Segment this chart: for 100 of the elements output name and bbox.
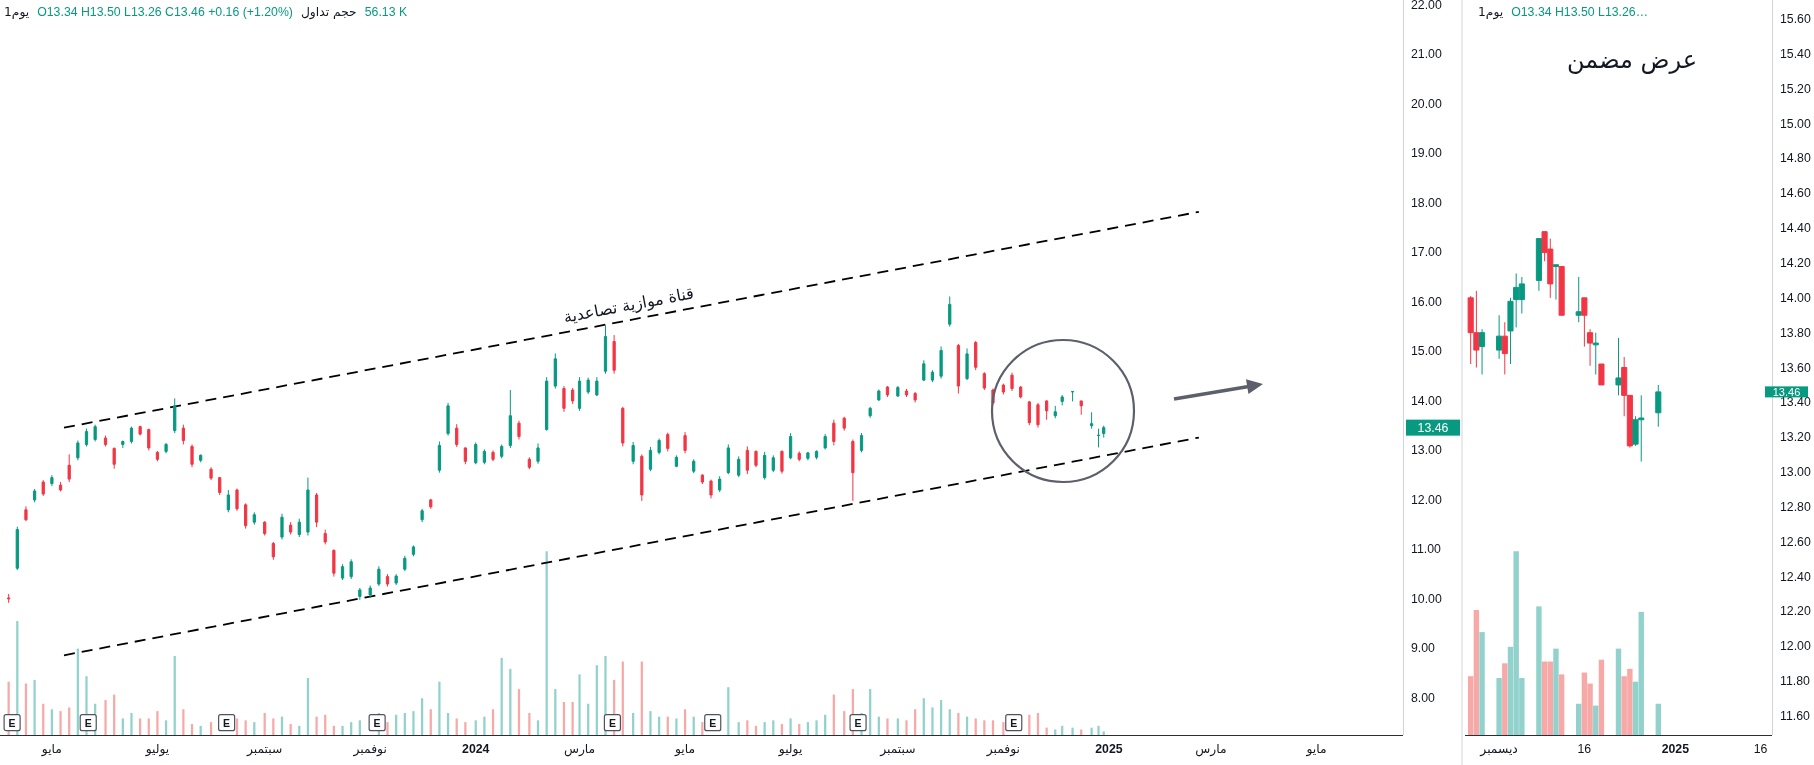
candlestick bbox=[631, 441, 635, 465]
y-tick-label: 12.00 bbox=[1780, 639, 1811, 654]
y-tick-label: 12.80 bbox=[1780, 499, 1811, 514]
candlestick bbox=[173, 397, 177, 434]
y-tick-label: 21.00 bbox=[1411, 47, 1442, 62]
y-tick-label: 14.60 bbox=[1780, 186, 1811, 201]
x-tick-label: سبتمبر bbox=[246, 742, 283, 757]
x-tick-label: يوليو bbox=[777, 742, 803, 757]
bar bbox=[182, 709, 185, 735]
candlestick bbox=[823, 433, 827, 450]
bar bbox=[948, 709, 951, 735]
bar bbox=[33, 679, 36, 735]
bar bbox=[104, 700, 107, 735]
x-tick-label: سبتمبر bbox=[879, 742, 916, 757]
candlestick bbox=[657, 438, 661, 455]
bar bbox=[315, 716, 318, 735]
bar bbox=[1558, 674, 1565, 735]
bar bbox=[464, 722, 467, 735]
candlestick bbox=[868, 406, 872, 419]
candlestick bbox=[939, 345, 943, 380]
candlestick bbox=[394, 573, 398, 586]
y-tick-label: 9.00 bbox=[1411, 641, 1436, 656]
annotation: E bbox=[1010, 717, 1018, 730]
bar bbox=[272, 718, 275, 735]
candlestick bbox=[1655, 384, 1662, 428]
y-tick-label: 12.40 bbox=[1780, 569, 1811, 584]
bar bbox=[974, 718, 977, 735]
candlestick bbox=[323, 529, 327, 545]
bar bbox=[905, 720, 908, 735]
bar bbox=[1655, 703, 1661, 735]
bar bbox=[412, 711, 415, 735]
candlestick bbox=[1102, 425, 1106, 439]
y-tick-label: 15.60 bbox=[1780, 12, 1811, 27]
candlestick bbox=[209, 466, 213, 481]
annotation: E bbox=[223, 717, 231, 730]
y-tick-label: 13.40 bbox=[1780, 395, 1811, 410]
candlestick bbox=[32, 488, 37, 503]
annotation: E bbox=[373, 717, 381, 730]
candlestick bbox=[1053, 405, 1057, 419]
candlestick bbox=[797, 450, 801, 462]
candlestick bbox=[877, 389, 881, 402]
y-tick-label: 13.20 bbox=[1780, 430, 1811, 445]
candlestick bbox=[429, 498, 433, 510]
bar bbox=[483, 716, 486, 735]
candlestick bbox=[508, 389, 512, 449]
annotation: E bbox=[854, 717, 862, 730]
x-tick-label: نوفمبر bbox=[985, 742, 1021, 757]
y-tick-label: 12.20 bbox=[1780, 604, 1811, 619]
bar bbox=[1097, 725, 1100, 735]
y-tick-label: 12.00 bbox=[1411, 492, 1442, 507]
annotation: E bbox=[84, 717, 92, 730]
candlestick bbox=[289, 521, 293, 536]
candlestick bbox=[1587, 328, 1594, 367]
x-tick-label: يوليو bbox=[144, 742, 170, 757]
candlestick bbox=[666, 432, 670, 452]
y-tick-label: 14.00 bbox=[1780, 290, 1811, 305]
candlestick bbox=[683, 431, 687, 454]
bar bbox=[1090, 727, 1093, 735]
annotation: O13.34 H13.50 L13.26… bbox=[1511, 5, 1648, 19]
bar bbox=[683, 709, 687, 735]
y-tick-label: 22.00 bbox=[1411, 0, 1442, 12]
annotation: 56.13 K bbox=[364, 5, 408, 19]
candlestick bbox=[7, 593, 11, 604]
candlestick bbox=[1001, 383, 1005, 395]
candlestick bbox=[1036, 402, 1040, 429]
candlestick bbox=[121, 440, 125, 449]
text: 13.46 bbox=[1417, 420, 1449, 435]
bar bbox=[806, 722, 810, 735]
candlestick bbox=[252, 511, 256, 526]
bar bbox=[1496, 678, 1502, 735]
bar bbox=[164, 720, 168, 735]
bar bbox=[350, 722, 353, 735]
y-tick-label: 13.80 bbox=[1780, 325, 1811, 340]
annotation: 1يوم bbox=[1478, 5, 1504, 20]
bar bbox=[358, 720, 361, 735]
bar bbox=[914, 709, 917, 735]
candlestick bbox=[112, 446, 116, 470]
bar bbox=[139, 718, 142, 735]
bar bbox=[455, 718, 458, 735]
annotation: 1يوم bbox=[4, 5, 30, 20]
bar bbox=[1615, 648, 1622, 735]
y-tick-label: 13.00 bbox=[1411, 443, 1442, 458]
bar bbox=[789, 718, 792, 735]
candlestick bbox=[474, 441, 478, 465]
candlestick bbox=[103, 435, 108, 447]
candlestick bbox=[851, 439, 855, 502]
bar bbox=[1102, 731, 1105, 735]
bar bbox=[737, 722, 740, 735]
candlestick bbox=[1581, 297, 1588, 348]
bar bbox=[209, 722, 213, 735]
annotation: E bbox=[8, 717, 16, 730]
candlestick bbox=[1615, 337, 1622, 396]
candlestick bbox=[1096, 428, 1101, 448]
annotation: E bbox=[709, 717, 717, 730]
bar bbox=[130, 712, 133, 735]
candlestick bbox=[948, 295, 952, 328]
candlestick bbox=[913, 391, 917, 403]
y-tick-label: 15.00 bbox=[1780, 116, 1811, 131]
bar bbox=[536, 720, 540, 735]
bar bbox=[1593, 705, 1599, 735]
